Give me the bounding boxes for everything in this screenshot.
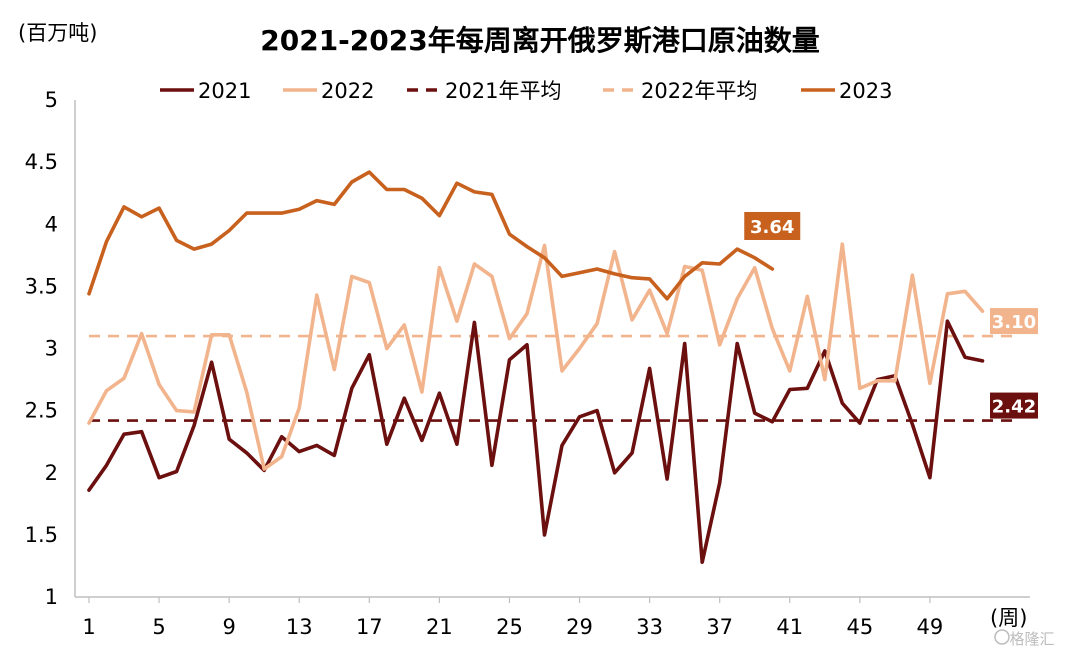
y-tick-label: 4.5	[25, 150, 58, 174]
average-value-badge	[990, 392, 1038, 419]
x-tick-label: 45	[846, 615, 873, 639]
x-tick-label: 41	[776, 615, 803, 639]
legend-label: 2023	[839, 79, 892, 103]
series-line-2022	[87, 242, 985, 471]
x-tick-label: 9	[222, 615, 235, 639]
x-tick-label: 25	[496, 615, 523, 639]
x-tick-label: 21	[426, 615, 453, 639]
y-axis-label: (百万吨)	[18, 21, 97, 45]
average-value-label: 3.10	[992, 312, 1036, 333]
x-tick-label: 17	[356, 615, 383, 639]
y-tick-label: 3	[45, 337, 58, 361]
average-value-label: 2.42	[992, 397, 1036, 418]
x-axis-ticks: 1 5 9 13 17 21 25 29 33 37 41 45 49	[82, 597, 943, 639]
legend-label: 2022年平均	[641, 79, 757, 103]
x-tick-label: 49	[917, 615, 944, 639]
data-labels: 3.64	[744, 211, 801, 240]
annotation-badge	[744, 211, 801, 240]
legend-label: 2021年平均	[445, 79, 561, 103]
y-tick-label: 2.5	[25, 399, 58, 423]
x-tick-label: 33	[636, 615, 663, 639]
y-tick-label: 1.5	[25, 523, 58, 547]
x-tick-label: 5	[152, 615, 165, 639]
y-tick-label: 2	[45, 461, 58, 485]
legend-label: 2021	[198, 79, 251, 103]
x-tick-label: 1	[82, 615, 95, 639]
watermark: 格隆汇	[1009, 630, 1054, 648]
y-tick-label: 1	[45, 585, 58, 609]
average-value-badge	[990, 308, 1038, 335]
y-tick-label: 3.5	[25, 274, 58, 298]
legend-label: 2022	[321, 79, 374, 103]
x-axis-label: (周)	[990, 606, 1027, 630]
series-lines	[87, 170, 985, 565]
legend: 2021 2022 2021年平均 2022年平均 2023	[160, 79, 892, 103]
y-tick-label: 5	[45, 88, 58, 112]
x-tick-label: 29	[566, 615, 593, 639]
series-line-2021	[87, 319, 985, 565]
average-lines: 2.42 3.10	[89, 308, 1038, 422]
series-line-2023	[87, 170, 775, 301]
y-axis-ticks: 1 1.5 2 2.5 3 3.5 4 4.5 5	[25, 88, 58, 609]
x-tick-label: 13	[286, 615, 313, 639]
annotation-label: 3.64	[750, 217, 794, 238]
x-tick-label: 37	[706, 615, 733, 639]
watermark-logo-icon	[994, 629, 1010, 645]
y-tick-label: 4	[45, 212, 58, 236]
chart-title: 2021-2023年每周离开俄罗斯港口原油数量	[260, 24, 819, 57]
